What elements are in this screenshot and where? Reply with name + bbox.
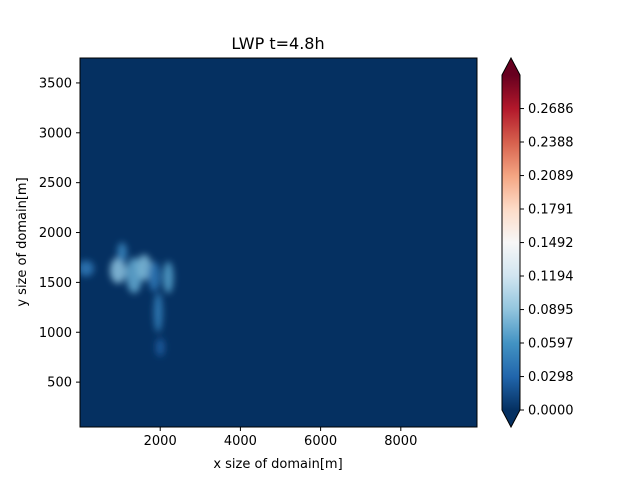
colorbar-tick-label: 0.2388 xyxy=(528,136,574,151)
colorbar: 0.0000 0.0298 0.0597 0.0895 0.1194 0.1492 0.17… xyxy=(501,56,574,429)
colorbar-tick-label: 0.0895 xyxy=(528,303,574,318)
colorbar-gradient xyxy=(502,75,520,410)
x-tick-label: 2000 xyxy=(144,434,177,449)
x-tick-label: 4000 xyxy=(224,434,257,449)
cloud-blob xyxy=(110,257,127,284)
y-tick-label: 3500 xyxy=(39,76,72,91)
y-tick-label: 2500 xyxy=(39,176,72,191)
colorbar-tick-label: 0.0298 xyxy=(528,370,574,385)
colorbar-tick-label: 0.1492 xyxy=(528,236,574,251)
colorbar-tick-label: 0.1194 xyxy=(528,270,574,285)
x-tick-label: 6000 xyxy=(304,434,337,449)
y-tick-label: 3000 xyxy=(39,126,72,141)
y-axis: 500 1000 1500 2000 2500 3000 3500 xyxy=(39,76,80,391)
y-tick-label: 500 xyxy=(47,376,72,391)
y-tick-label: 1000 xyxy=(39,326,72,341)
colorbar-tick-label: 0.0597 xyxy=(528,337,574,352)
x-axis-label: x size of domain[m] xyxy=(213,457,342,472)
cloud-blob xyxy=(80,260,95,277)
chart-title: LWP t=4.8h xyxy=(231,34,324,53)
colorbar-tick-label: 0.1791 xyxy=(528,203,574,218)
colorbar-tick-label: 0.0000 xyxy=(528,404,574,419)
cloud-blob xyxy=(155,338,165,357)
cloud-blob xyxy=(153,292,163,333)
cloud-blob xyxy=(136,254,152,281)
cloud-blob xyxy=(148,261,161,292)
cloud-blob xyxy=(117,242,127,263)
colorbar-outline xyxy=(501,56,521,429)
colorbar-max-extension xyxy=(502,58,520,75)
x-tick-label: 8000 xyxy=(384,434,417,449)
plot-area xyxy=(80,58,477,427)
y-tick-label: 1500 xyxy=(39,276,72,291)
plot-frame xyxy=(79,57,478,428)
colorbar-min-extension xyxy=(502,410,520,427)
colorbar-tick-label: 0.2686 xyxy=(528,102,574,117)
y-axis-label: y size of domain[m] xyxy=(15,177,30,306)
x-axis: 2000 4000 6000 8000 xyxy=(144,427,417,449)
colorbar-tick-label: 0.2089 xyxy=(528,169,574,184)
colorbar-ticks: 0.0000 0.0298 0.0597 0.0895 0.1194 0.1492 0.17… xyxy=(520,102,574,419)
y-tick-label: 2000 xyxy=(39,226,72,241)
cloud-field xyxy=(80,242,174,357)
cloud-blob xyxy=(163,261,174,294)
